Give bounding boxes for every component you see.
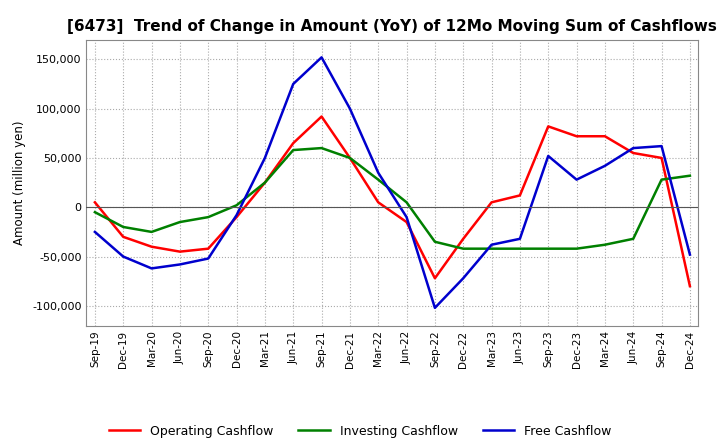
Legend: Operating Cashflow, Investing Cashflow, Free Cashflow: Operating Cashflow, Investing Cashflow, …	[104, 420, 616, 440]
Operating Cashflow	[459, 236, 467, 242]
Free Cashflow	[233, 213, 241, 218]
Operating Cashflow	[204, 246, 212, 251]
Line: Operating Cashflow: Operating Cashflow	[95, 117, 690, 286]
Investing Cashflow	[119, 224, 127, 230]
Operating Cashflow	[289, 140, 297, 146]
Operating Cashflow	[346, 155, 354, 161]
Investing Cashflow	[600, 242, 609, 247]
Free Cashflow	[402, 214, 411, 220]
Investing Cashflow	[459, 246, 467, 251]
Investing Cashflow	[318, 146, 326, 151]
Free Cashflow	[459, 275, 467, 281]
Free Cashflow	[204, 256, 212, 261]
Operating Cashflow	[657, 155, 666, 161]
Free Cashflow	[431, 305, 439, 311]
Operating Cashflow	[685, 283, 694, 289]
Investing Cashflow	[148, 229, 156, 235]
Free Cashflow	[657, 143, 666, 149]
Free Cashflow	[572, 177, 581, 182]
Operating Cashflow	[600, 134, 609, 139]
Free Cashflow	[629, 146, 637, 151]
Investing Cashflow	[91, 209, 99, 215]
Free Cashflow	[600, 163, 609, 169]
Line: Free Cashflow: Free Cashflow	[95, 57, 690, 308]
Free Cashflow	[516, 236, 524, 242]
Investing Cashflow	[289, 147, 297, 153]
Investing Cashflow	[431, 239, 439, 244]
Investing Cashflow	[629, 236, 637, 242]
Operating Cashflow	[176, 249, 184, 254]
Investing Cashflow	[176, 220, 184, 225]
Investing Cashflow	[346, 155, 354, 161]
Free Cashflow	[176, 262, 184, 267]
Investing Cashflow	[204, 214, 212, 220]
Investing Cashflow	[685, 173, 694, 178]
Free Cashflow	[685, 252, 694, 257]
Free Cashflow	[261, 155, 269, 161]
Free Cashflow	[374, 170, 382, 176]
Investing Cashflow	[516, 246, 524, 251]
Title: [6473]  Trend of Change in Amount (YoY) of 12Mo Moving Sum of Cashflows: [6473] Trend of Change in Amount (YoY) o…	[68, 19, 717, 34]
Y-axis label: Amount (million yen): Amount (million yen)	[14, 121, 27, 245]
Operating Cashflow	[318, 114, 326, 119]
Free Cashflow	[346, 106, 354, 111]
Free Cashflow	[119, 254, 127, 259]
Operating Cashflow	[516, 193, 524, 198]
Investing Cashflow	[657, 177, 666, 182]
Free Cashflow	[91, 229, 99, 235]
Free Cashflow	[289, 81, 297, 87]
Operating Cashflow	[487, 200, 496, 205]
Investing Cashflow	[402, 200, 411, 205]
Operating Cashflow	[374, 200, 382, 205]
Line: Investing Cashflow: Investing Cashflow	[95, 148, 690, 249]
Investing Cashflow	[374, 177, 382, 182]
Investing Cashflow	[233, 203, 241, 208]
Operating Cashflow	[431, 275, 439, 281]
Operating Cashflow	[629, 150, 637, 156]
Operating Cashflow	[544, 124, 552, 129]
Free Cashflow	[544, 153, 552, 158]
Operating Cashflow	[91, 200, 99, 205]
Operating Cashflow	[233, 214, 241, 220]
Free Cashflow	[148, 266, 156, 271]
Operating Cashflow	[402, 220, 411, 225]
Investing Cashflow	[261, 180, 269, 185]
Investing Cashflow	[544, 246, 552, 251]
Operating Cashflow	[572, 134, 581, 139]
Operating Cashflow	[261, 180, 269, 185]
Operating Cashflow	[119, 234, 127, 239]
Free Cashflow	[318, 55, 326, 60]
Investing Cashflow	[572, 246, 581, 251]
Free Cashflow	[487, 242, 496, 247]
Operating Cashflow	[148, 244, 156, 249]
Investing Cashflow	[487, 246, 496, 251]
